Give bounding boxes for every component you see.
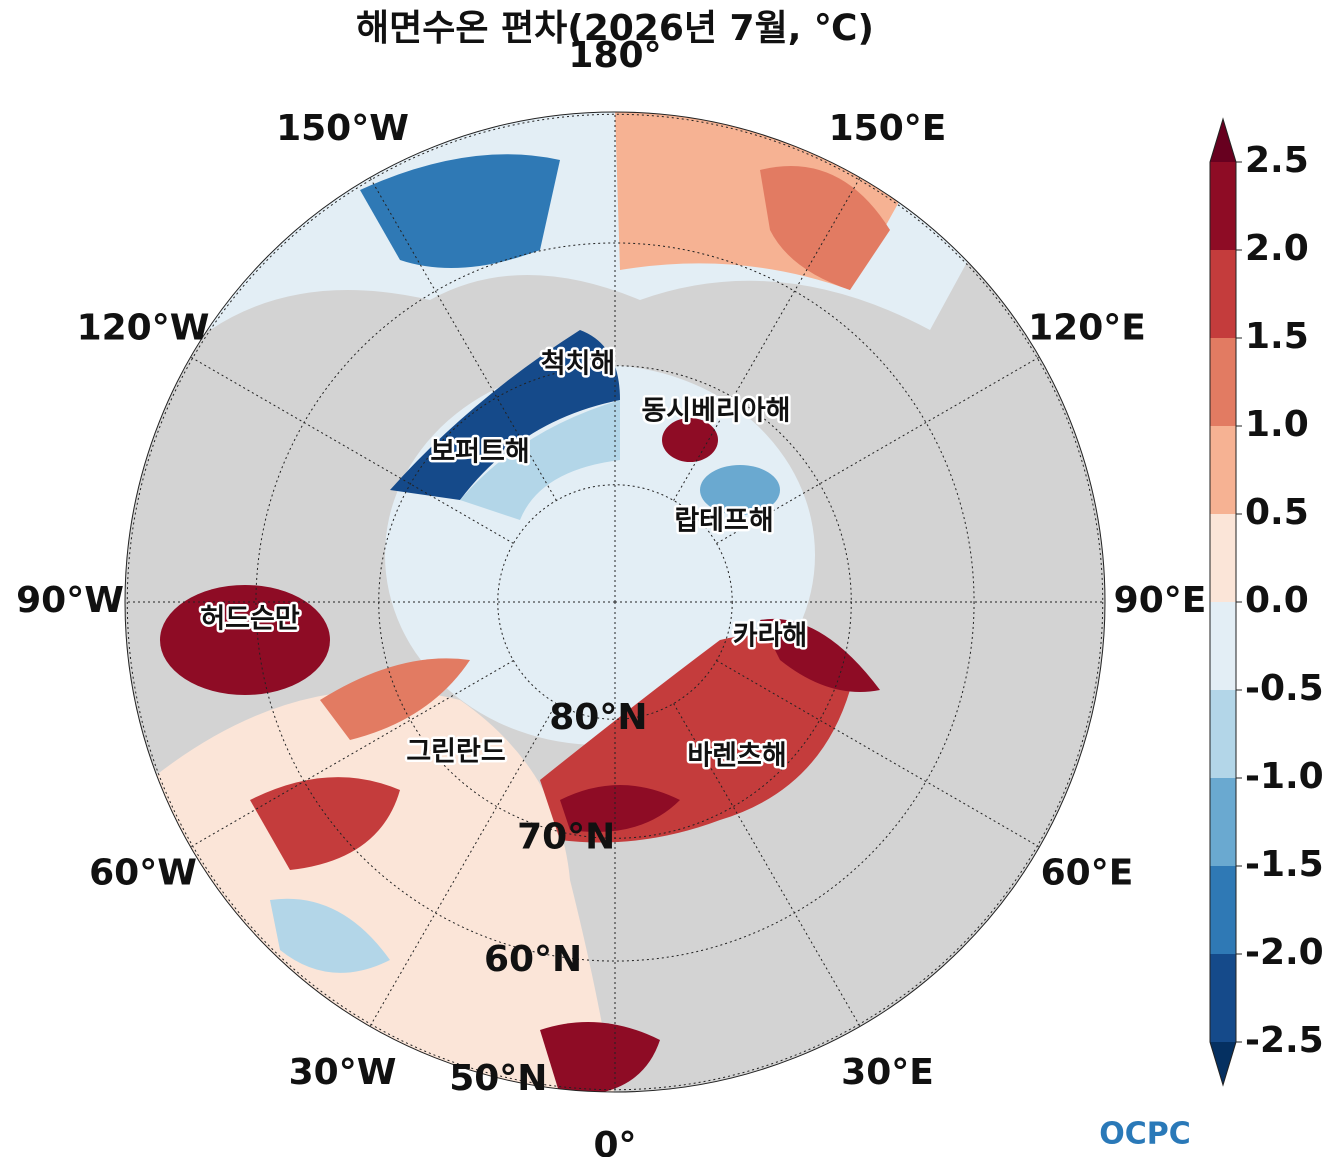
logo: OCPC (1099, 1117, 1191, 1152)
meridian (716, 356, 1040, 544)
latitude-line (497, 484, 733, 720)
longitude-label: 90°W (16, 580, 124, 621)
colorbar-extend-low (1210, 1042, 1236, 1085)
longitude-label: 60°W (89, 853, 197, 894)
sea-label: 동시베리아해 (641, 396, 790, 427)
anomaly (270, 898, 390, 973)
longitude-label: 120°W (77, 308, 210, 349)
sea-label: 보퍼트해 (430, 437, 529, 468)
colorbar-segment (1210, 954, 1236, 1042)
colorbar-tick-label: 1.5 (1245, 316, 1309, 357)
latitude-label: 70°N (517, 816, 615, 857)
anomaly (540, 1022, 660, 1092)
meridian (369, 177, 557, 501)
colorbar-tick-label: 0.5 (1245, 492, 1309, 533)
meridian (190, 356, 514, 544)
anomaly (320, 658, 470, 740)
latitude-label: 80°N (549, 697, 647, 738)
colorbar-segment (1210, 602, 1236, 690)
anomaly (560, 785, 680, 832)
meridian (190, 660, 514, 848)
colorbar-segment (1210, 778, 1236, 866)
colorbar-segment (1210, 426, 1236, 514)
longitude-label: 30°W (289, 1052, 397, 1093)
anomaly (662, 418, 718, 462)
sea-label: 그린란드 (406, 737, 505, 768)
atlantic (150, 690, 615, 1092)
sea-label: 바렌츠해 (687, 741, 786, 772)
sea-label: 척치해 (541, 349, 616, 380)
longitude-label: 90°E (1114, 580, 1207, 621)
colorbar-segment (1210, 690, 1236, 778)
longitude-label: 180° (568, 35, 661, 76)
longitude-label: 0° (593, 1125, 636, 1157)
anomaly (760, 618, 880, 692)
longitude-label: 150°W (276, 108, 409, 149)
latitude-line (255, 242, 975, 962)
colorbar-tick-label: -1.5 (1245, 844, 1324, 885)
colorbar-segment (1210, 866, 1236, 954)
colorbar-tick-label: -2.0 (1245, 932, 1324, 973)
sea-label: 카라해 (733, 621, 808, 652)
meridian (673, 703, 861, 1027)
colorbar-tick-label: -2.5 (1245, 1020, 1324, 1061)
anomaly (390, 330, 620, 500)
colorbar-segment (1210, 338, 1236, 426)
colorbar-tick-label: 2.0 (1245, 228, 1309, 269)
colorbar-tick-label: 0.0 (1245, 580, 1309, 621)
sea-label: 랍테프해 (674, 506, 773, 537)
colorbar-segment (1210, 250, 1236, 338)
longitude-label: 120°E (1028, 308, 1146, 349)
colorbar-tick-label: 2.5 (1245, 140, 1309, 181)
meridian (369, 703, 557, 1027)
latitude-line (126, 113, 1104, 1091)
anomaly (700, 465, 780, 515)
longitude-label: 30°E (841, 1052, 934, 1093)
longitude-label: 150°E (829, 108, 947, 149)
anomaly (360, 154, 560, 268)
anomaly (160, 585, 330, 695)
colorbar-tick-label: -0.5 (1245, 668, 1324, 709)
latitude-label: 50°N (449, 1058, 547, 1099)
colorbar-segment (1210, 514, 1236, 602)
latitude-label: 60°N (484, 939, 582, 980)
anomaly (460, 400, 620, 520)
colorbar-tick-label: -1.0 (1245, 756, 1324, 797)
graticule (125, 112, 1105, 1092)
longitude-label: 60°E (1041, 853, 1134, 894)
anomaly (250, 777, 400, 870)
meridian (716, 660, 1040, 848)
meridian (673, 177, 861, 501)
title: 해면수온 편차(2026년 7월, ℃) (356, 8, 874, 49)
anomaly (760, 166, 890, 290)
colorbar-tick-label: 1.0 (1245, 404, 1309, 445)
sea-label: 허드슨만 (200, 604, 300, 635)
map-boundary (124, 111, 1106, 1093)
colorbar-extend-high (1210, 119, 1236, 162)
colorbar-segment (1210, 162, 1236, 250)
